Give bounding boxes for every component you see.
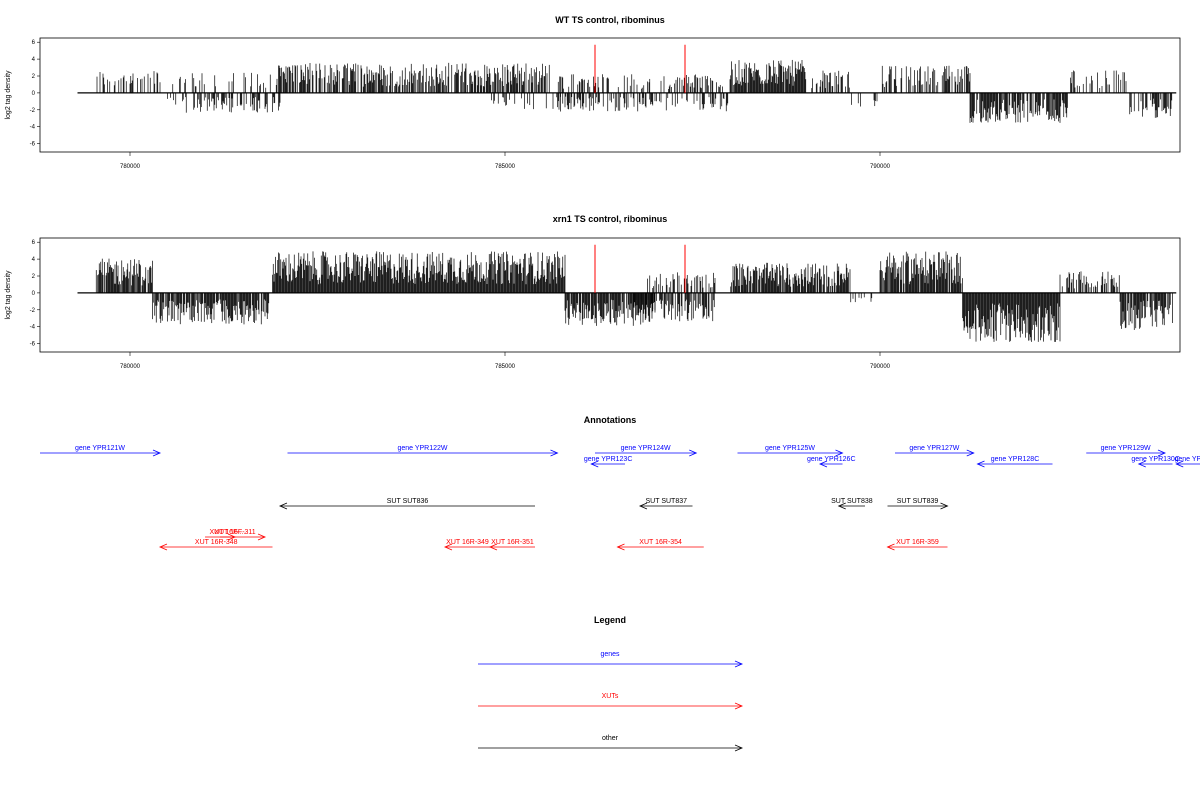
track-title: xrn1 TS control, ribominus (553, 214, 668, 224)
annotation-label: XUT 16F-... (209, 529, 245, 536)
annotation-arrow-head (488, 543, 498, 551)
legend-panel: Legend genes XUTs other (478, 615, 744, 752)
annotation-arrow-head (550, 449, 559, 457)
annotation-arrow-head (837, 502, 846, 510)
y-tick-label: -4 (30, 125, 36, 131)
annotation-label: SUT SUT838 (831, 498, 873, 505)
annotation-label: gene YPR122W (397, 445, 447, 452)
annotation-label: XUT 16F-311 (214, 529, 255, 536)
annotation-arrow-head (278, 502, 288, 510)
x-tick-label: 785000 (495, 364, 516, 370)
annotation-arrow-head (818, 460, 828, 468)
annotation-arrow-head (257, 533, 267, 541)
annotation-label: XUT 16R-351 (491, 539, 534, 546)
y-tick-label: -6 (30, 342, 36, 348)
y-tick-label: 4 (32, 257, 36, 263)
legend-title: Legend (594, 615, 626, 625)
legend-label: other (602, 735, 619, 742)
legend-label: genes (600, 651, 620, 658)
x-tick-label: 780000 (120, 364, 141, 370)
annotation-arrow-head (158, 543, 168, 551)
y-tick-label: 6 (32, 240, 36, 246)
annotation-label: gene YPR129W (1101, 445, 1151, 452)
y-tick-label: 0 (32, 291, 36, 297)
annotation-arrow-head (638, 502, 648, 510)
annotation-label: gene YPR121W (75, 445, 125, 452)
annotation-arrow-head (590, 460, 599, 468)
annotation-arrow-head (1137, 460, 1146, 468)
annotation-arrow-head (886, 543, 895, 551)
annotation-label: gene YPR127W (909, 445, 959, 452)
annotations-panel: Annotations gene YPR121W gene YPR122W gene … (40, 415, 1200, 551)
annotation-label: XUT 16R-354 (639, 539, 682, 546)
annotation-label: SUT SUT836 (387, 498, 429, 505)
annotation-label: gene YPR131C (1174, 456, 1200, 463)
track-title: WT TS control, ribominus (555, 15, 665, 25)
annotation-label: SUT SUT837 (646, 498, 688, 505)
y-tick-label: 6 (32, 40, 36, 46)
legend-label: XUTs (602, 693, 619, 700)
y-tick-label: -2 (30, 108, 36, 114)
y-tick-label: 0 (32, 91, 36, 97)
annotation-arrow-head (443, 543, 453, 551)
y-axis-label: log2 tag density (5, 270, 12, 320)
xrn1-track: xrn1 TS control, ribominus -6 -4 -2 0 2 4 6 log2… (5, 214, 1181, 370)
y-tick-label: 4 (32, 57, 36, 63)
annotation-label: XUT 16R-348 (195, 539, 238, 546)
annotation-arrow-head (689, 449, 698, 457)
y-tick-label: 2 (32, 74, 36, 80)
legend-arrow-head (734, 660, 744, 668)
legend-arrow-head (734, 744, 744, 752)
annotation-arrow-head (966, 449, 975, 457)
annotation-arrow-head (940, 502, 949, 510)
annotation-label: gene YPR128C (991, 456, 1040, 463)
annotation-label: gene YPR125W (765, 445, 815, 452)
y-axis-label: log2 tag density (5, 70, 12, 120)
annotation-arrow-head (227, 533, 237, 541)
y-tick-label: -2 (30, 308, 36, 314)
annotation-arrow-head (616, 543, 625, 551)
legend-arrow-head (734, 702, 744, 710)
y-tick-label: -4 (30, 325, 36, 331)
annotation-label: SUT SUT839 (897, 498, 939, 505)
y-tick-label: 2 (32, 274, 36, 280)
annotation-label: gene YPR130C (1131, 456, 1180, 463)
annotation-label: XUT 16R-349 (446, 539, 489, 546)
annotation-label: gene YPR126C (807, 456, 856, 463)
annotation-label: XUT 16R-359 (896, 539, 939, 546)
x-tick-label: 790000 (870, 164, 891, 170)
annotation-arrow-head (1157, 449, 1167, 457)
y-tick-label: -6 (30, 142, 36, 148)
annotation-arrow-head (835, 449, 844, 457)
annotation-arrow-head (1175, 460, 1184, 468)
annotation-arrow-head (152, 449, 162, 457)
annotation-arrow-head (976, 460, 985, 468)
annotation-label: gene YPR124W (621, 445, 671, 452)
x-tick-label: 790000 (870, 364, 891, 370)
wt-track: WT TS control, ribominus -6 -4 -2 0 2 4 6 log2 t… (5, 15, 1181, 170)
plot-frame (39, 37, 1181, 153)
annotation-label: gene YPR123C (584, 456, 633, 463)
x-tick-label: 785000 (495, 164, 516, 170)
annotations-title: Annotations (584, 415, 637, 425)
x-tick-label: 780000 (120, 164, 141, 170)
plot-frame (39, 237, 1181, 353)
